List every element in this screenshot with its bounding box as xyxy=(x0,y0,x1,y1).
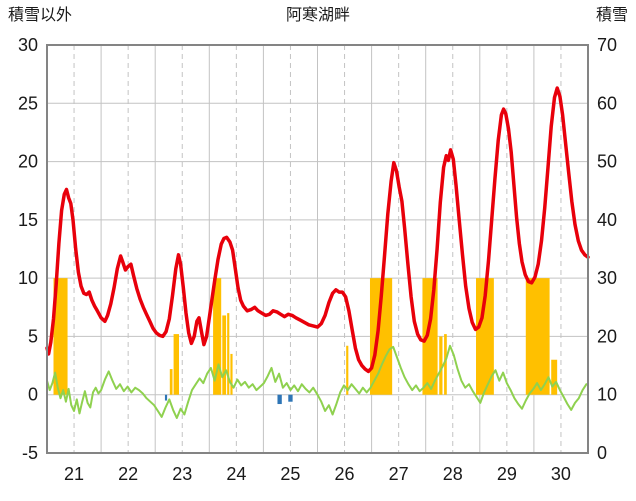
orange-bar xyxy=(227,313,230,395)
x-tick-label: 23 xyxy=(172,464,192,484)
right-tick-label: 0 xyxy=(597,443,607,463)
left-tick-label: 0 xyxy=(28,385,38,405)
left-tick-label: 25 xyxy=(18,93,38,113)
x-tick-label: 22 xyxy=(118,464,138,484)
orange-bar xyxy=(346,345,349,395)
right-tick-label: 40 xyxy=(597,210,617,230)
orange-bar xyxy=(369,278,393,395)
blue-bar xyxy=(277,394,282,405)
x-tick-label: 21 xyxy=(64,464,84,484)
left-axis-title: 積雪以外 xyxy=(8,7,73,24)
left-tick-label: 30 xyxy=(18,35,38,55)
orange-bar xyxy=(169,369,173,395)
x-tick-label: 28 xyxy=(443,464,463,484)
orange-bar xyxy=(230,353,233,395)
orange-bar xyxy=(439,336,443,395)
left-tick-label: 15 xyxy=(18,210,38,230)
x-tick-label: 29 xyxy=(497,464,517,484)
x-tick-label: 30 xyxy=(551,464,571,484)
left-tick-label: 20 xyxy=(18,152,38,172)
orange-bar xyxy=(551,359,558,395)
left-tick-label: 5 xyxy=(28,326,38,346)
right-tick-label: 10 xyxy=(597,385,617,405)
chart-title: 阿寒湖畔 xyxy=(285,7,350,24)
blue-bar xyxy=(288,394,293,402)
orange-bar xyxy=(222,315,227,395)
orange-bar xyxy=(213,278,222,395)
right-tick-label: 60 xyxy=(597,93,617,113)
orange-bar xyxy=(53,278,68,395)
right-tick-label: 20 xyxy=(597,326,617,346)
x-tick-label: 26 xyxy=(335,464,355,484)
x-tick-label: 24 xyxy=(226,464,246,484)
orange-bar xyxy=(525,278,550,395)
orange-bar xyxy=(422,278,438,395)
x-tick-label: 27 xyxy=(389,464,409,484)
blue-bar xyxy=(164,394,168,401)
red-line xyxy=(45,86,590,374)
plot-frame xyxy=(46,44,589,454)
left-tick-label: -5 xyxy=(22,443,38,463)
right-tick-label: 70 xyxy=(597,35,617,55)
left-tick-label: 10 xyxy=(18,268,38,288)
green-line xyxy=(46,344,588,419)
orange-bar xyxy=(444,334,447,395)
right-tick-label: 50 xyxy=(597,152,617,172)
x-tick-label: 25 xyxy=(280,464,300,484)
right-axis-title: 積雪 xyxy=(595,7,628,24)
orange-bar xyxy=(173,334,180,395)
orange-bar xyxy=(476,278,494,395)
right-tick-label: 30 xyxy=(597,268,617,288)
